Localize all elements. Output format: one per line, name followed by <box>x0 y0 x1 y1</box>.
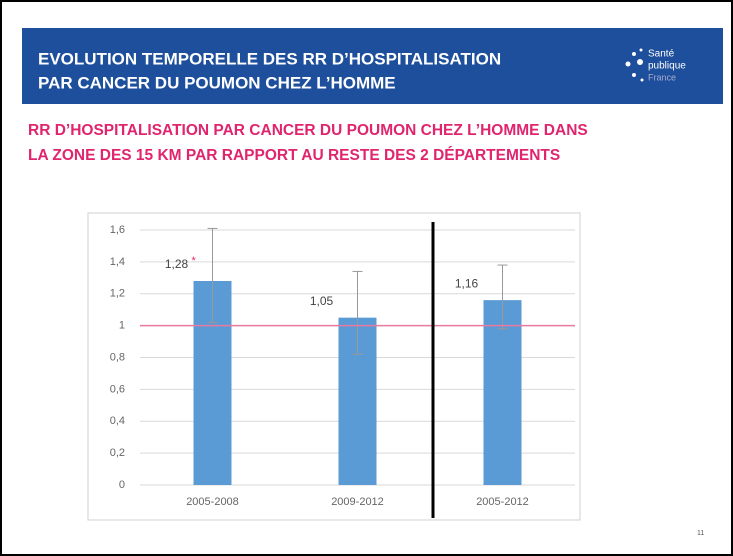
y-tick-label: 1,4 <box>110 256 125 268</box>
y-tick-label: 1,6 <box>110 224 125 236</box>
significance-mark: * <box>192 255 197 267</box>
y-tick-label: 1 <box>119 320 125 332</box>
subtitle: RR D’HOSPITALISATION PAR CANCER DU POUMO… <box>28 122 588 139</box>
logo-text: Santé <box>648 49 675 60</box>
y-tick-label: 1,2 <box>110 288 125 300</box>
y-tick-label: 0,2 <box>110 447 125 459</box>
chart-frame <box>87 212 581 521</box>
x-tick-label: 2005-2008 <box>186 496 239 508</box>
subtitle: LA ZONE DES 15 KM PAR RAPPORT AU RESTE D… <box>28 147 560 164</box>
x-tick-label: 2009-2012 <box>331 496 384 508</box>
logo-text: publique <box>648 61 686 72</box>
y-tick-label: 0 <box>119 479 125 491</box>
y-tick-label: 0,4 <box>110 415 125 427</box>
x-tick-label: 2005-2012 <box>476 496 529 508</box>
bar <box>483 300 522 485</box>
data-label: 1,05 <box>310 294 334 308</box>
logo-text: France <box>648 72 676 82</box>
page-number: 11 <box>697 530 704 537</box>
logo: Santé publique France <box>625 48 686 82</box>
data-label: 1,28 <box>165 257 189 271</box>
data-label: 1,16 <box>455 276 479 290</box>
y-tick-label: 0,8 <box>110 351 125 363</box>
header-title: PAR CANCER DU POUMON CHEZ L’HOMME <box>38 73 396 92</box>
header-band <box>22 28 723 104</box>
header-title: EVOLUTION TEMPORELLE DES RR D’HOSPITALIS… <box>38 49 501 68</box>
plot: 0 0,2 0,4 0,6 0,8 1 1,2 1,4 1,6 1,28 * 2005-2008 1,0… <box>110 224 575 508</box>
y-tick-label: 0,6 <box>110 383 125 395</box>
